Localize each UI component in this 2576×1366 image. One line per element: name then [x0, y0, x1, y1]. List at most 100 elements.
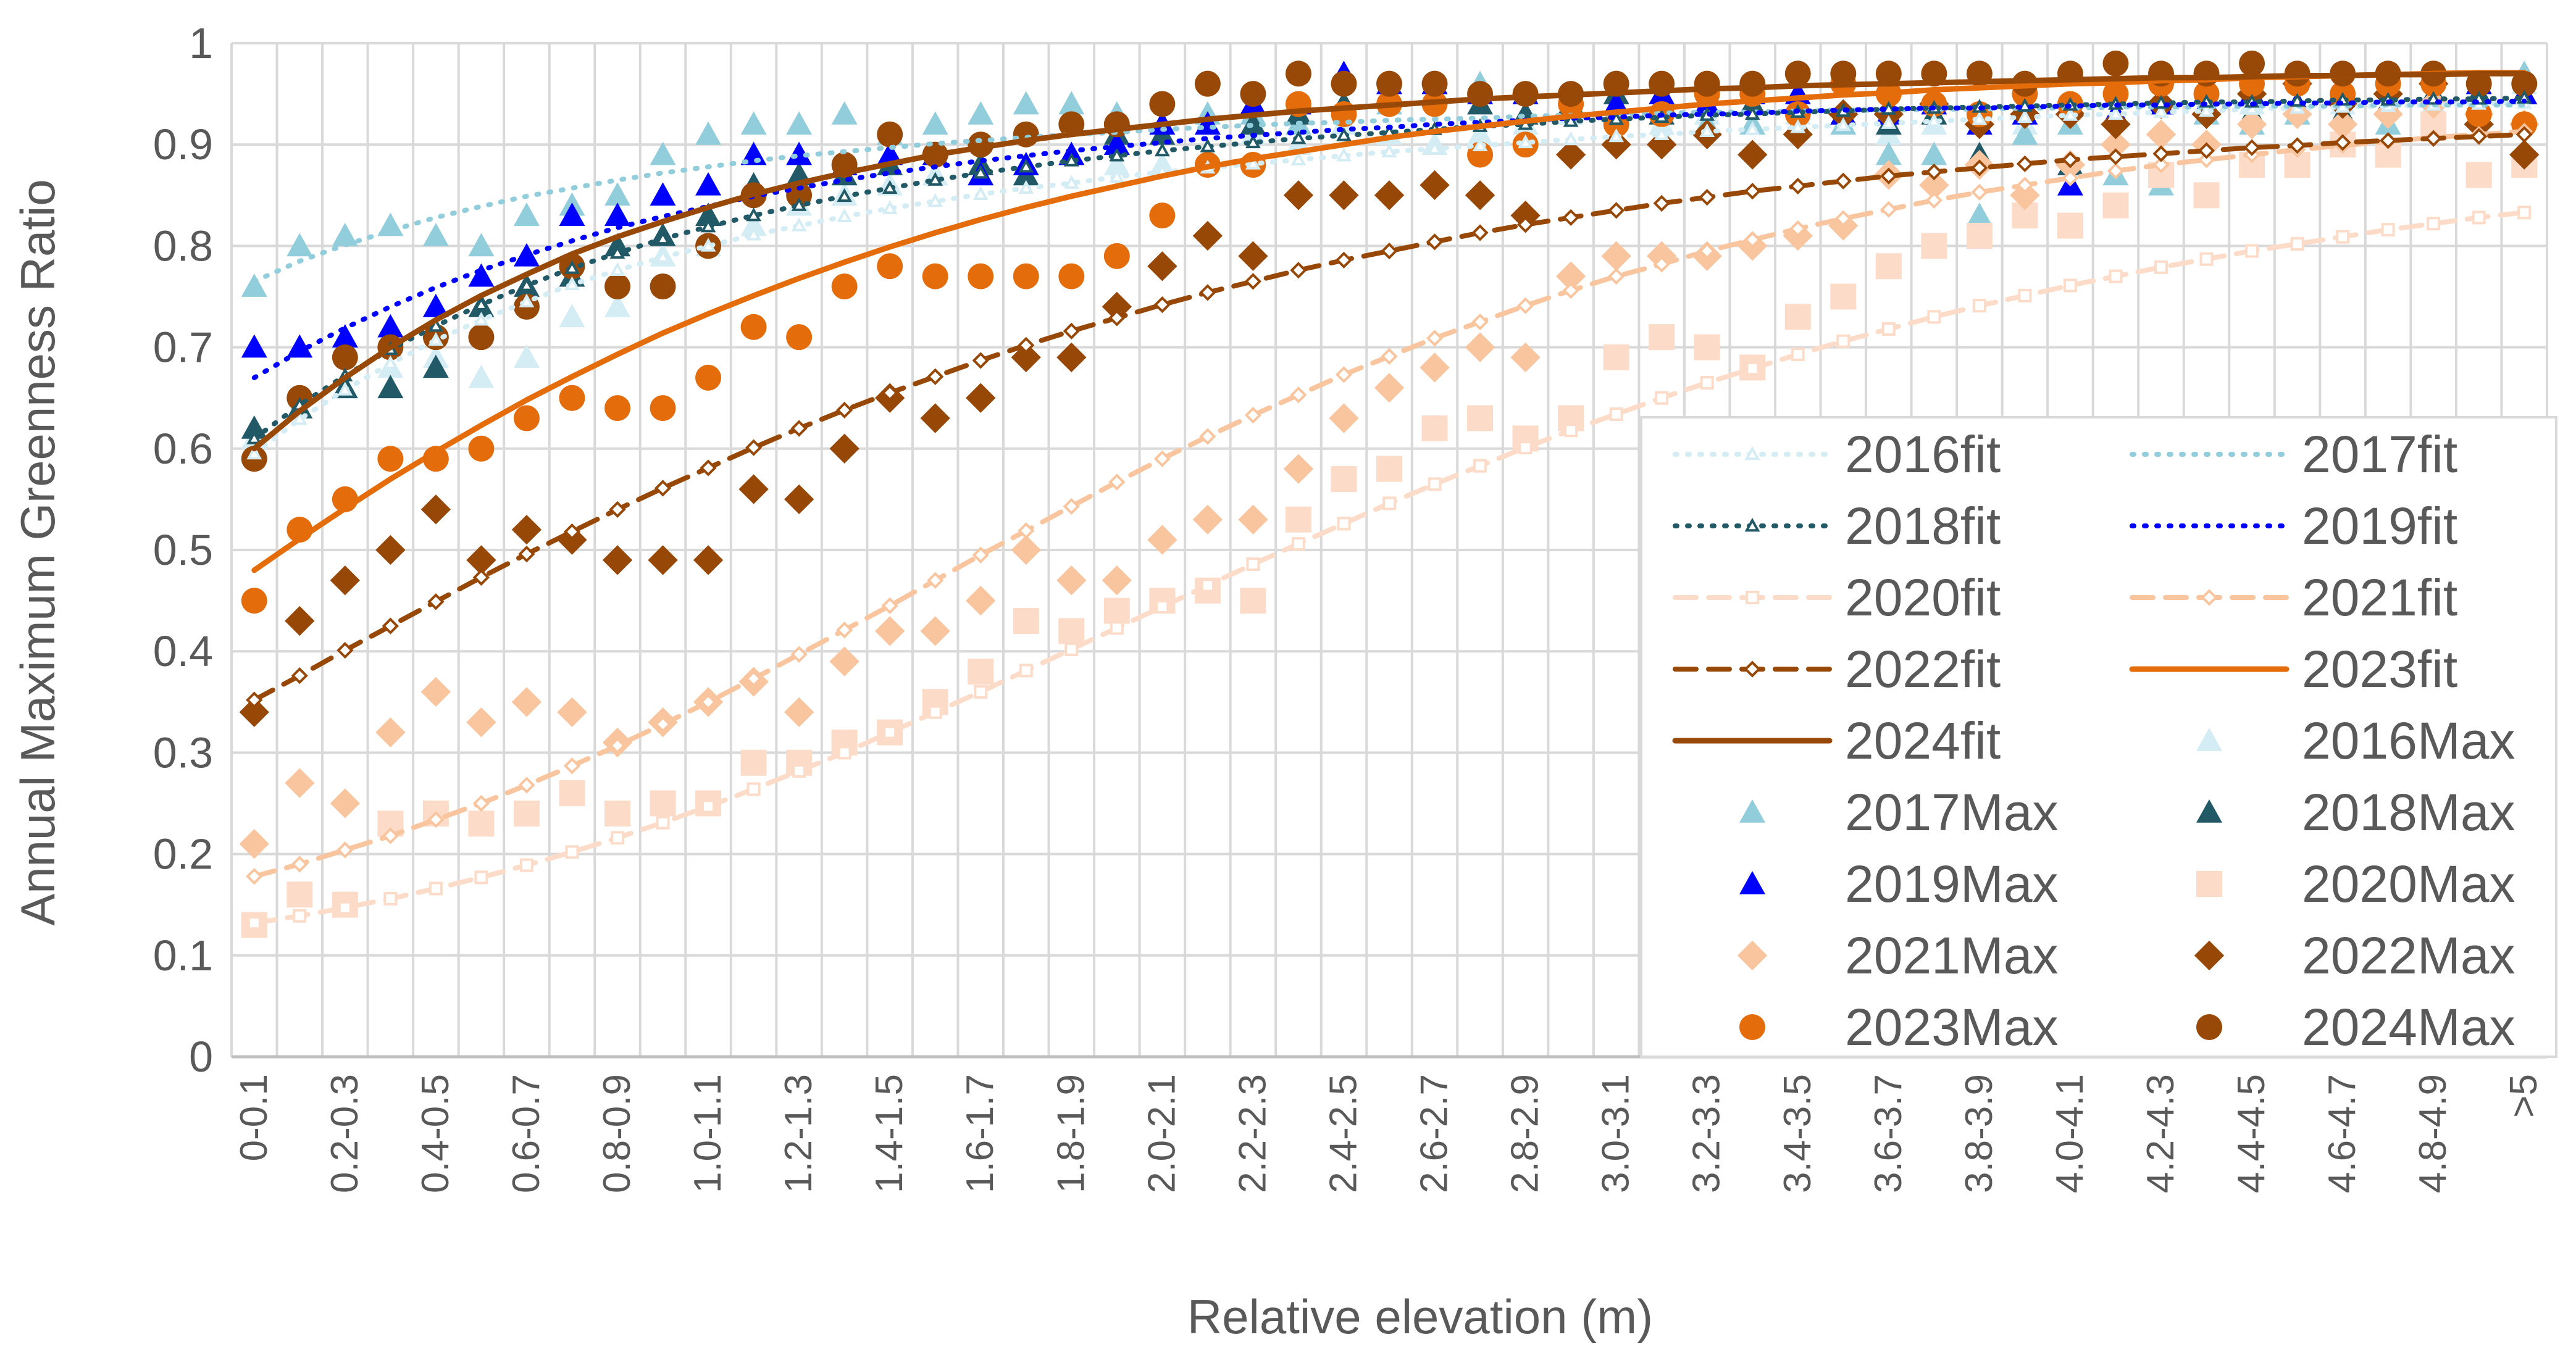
data-point [1240, 81, 1266, 107]
x-tick-label: 0.8-0.9 [596, 1074, 638, 1193]
data-point [1738, 140, 1768, 170]
data-point [920, 616, 950, 646]
data-point [695, 121, 722, 145]
fit-point [2017, 98, 2033, 112]
data-point [286, 233, 313, 257]
data-point [1285, 60, 1311, 87]
data-point [648, 545, 678, 575]
data-point [2239, 50, 2265, 77]
fit-point [2153, 104, 2169, 118]
data-point [1647, 130, 1677, 160]
fit-point [563, 523, 581, 541]
y-tick-label: 0.5 [153, 526, 213, 574]
data-point [1374, 180, 1405, 210]
data-point [1784, 304, 1811, 330]
fit-point [382, 827, 399, 844]
legend-item: 2019fit [2130, 497, 2457, 555]
fit-point [1471, 224, 1489, 241]
fit-line-2019fit [251, 98, 2527, 380]
data-point [1103, 598, 1130, 624]
fit-point [2243, 139, 2260, 156]
fit-point [2381, 223, 2395, 237]
fit-point [974, 685, 988, 699]
data-point [604, 233, 630, 257]
data-point [1013, 91, 1039, 115]
fit-point [1381, 242, 1398, 260]
x-tick-label: 0.6-0.7 [505, 1074, 548, 1193]
fit-point [1244, 273, 1262, 290]
y-tick-label: 0.9 [153, 120, 213, 169]
data-point [740, 111, 767, 135]
fit-point [472, 794, 490, 812]
data-point [738, 474, 769, 504]
fit-point [1562, 209, 1579, 227]
data-point [557, 697, 587, 727]
fit-point [428, 331, 444, 346]
data-point [693, 545, 724, 575]
fit-point [927, 368, 944, 385]
data-point [1103, 243, 1130, 269]
data-point [2193, 182, 2220, 209]
x-tick-label: 2.4-2.5 [1322, 1074, 1365, 1193]
fit-point [293, 909, 307, 923]
data-point [330, 788, 360, 818]
fit-point [1063, 175, 1079, 189]
fit-point [790, 420, 808, 437]
data-point [2236, 109, 2267, 140]
fit-point [382, 355, 398, 370]
fit-point [655, 249, 671, 263]
fit-point [1200, 578, 1215, 593]
fit-point [1290, 386, 1307, 404]
x-tick-label: 2.8-2.9 [1504, 1074, 1547, 1193]
data-point [559, 202, 585, 226]
y-axis-title: Annual Maximum Greenness Ratio [10, 179, 65, 926]
fit-point [2336, 230, 2350, 244]
fit-point [246, 430, 262, 444]
data-point [2193, 60, 2220, 87]
fit-point [1744, 183, 1761, 200]
data-point [1331, 70, 1357, 97]
x-tick-label: 4.0-4.1 [2049, 1074, 2091, 1193]
fit-point [700, 219, 716, 233]
data-point [239, 697, 269, 727]
data-point [1374, 373, 1405, 403]
fit-point [382, 617, 399, 635]
data-point [1058, 263, 1085, 289]
fit-point [1653, 194, 1670, 212]
fit-point [2198, 142, 2215, 159]
legend: 2016fit 2017fit 2018fit 2019fit 2020fit 2021f… [1640, 416, 2557, 1058]
data-point [466, 545, 496, 575]
fit-point [928, 705, 942, 719]
fit-point [2062, 151, 2079, 169]
fit-point [338, 901, 352, 915]
fit-point [1925, 191, 1942, 209]
fit-point [791, 197, 807, 211]
fit-point [1972, 299, 1986, 313]
fit-point [337, 641, 354, 659]
data-point [241, 415, 267, 439]
data-point [285, 768, 315, 798]
y-tick-label: 0.4 [153, 627, 213, 675]
data-point [786, 324, 813, 351]
data-point [1283, 180, 1314, 210]
data-point [650, 141, 676, 165]
fit-point [383, 891, 398, 906]
series-2023fit [251, 70, 2527, 573]
data-point [1921, 141, 1947, 165]
fit-point [474, 870, 488, 885]
fit-point [291, 667, 308, 685]
y-tick-label: 0.7 [153, 323, 213, 372]
fit-point [1244, 406, 1262, 424]
fit-point [1018, 336, 1035, 354]
data-point [420, 677, 451, 707]
fit-point [1154, 142, 1170, 157]
data-point [922, 263, 948, 289]
fit-point [1835, 117, 1851, 131]
fit-point [1789, 220, 1807, 238]
fit-line-2018fit [251, 95, 2527, 441]
data-point [513, 344, 540, 368]
data-point [1694, 70, 1720, 97]
fit-point [1608, 202, 1625, 219]
fit-point [1744, 121, 1760, 135]
